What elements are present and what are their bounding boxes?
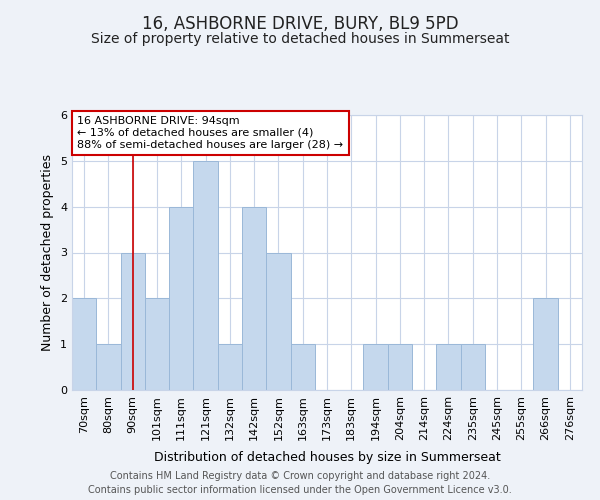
Text: Contains HM Land Registry data © Crown copyright and database right 2024.
Contai: Contains HM Land Registry data © Crown c…	[88, 471, 512, 495]
Bar	[436, 344, 461, 390]
Y-axis label: Number of detached properties: Number of detached properties	[41, 154, 55, 351]
Bar	[218, 344, 242, 390]
Bar	[461, 344, 485, 390]
Bar	[364, 344, 388, 390]
Bar	[121, 252, 145, 390]
Bar	[193, 161, 218, 390]
Text: 16 ASHBORNE DRIVE: 94sqm
← 13% of detached houses are smaller (4)
88% of semi-de: 16 ASHBORNE DRIVE: 94sqm ← 13% of detach…	[77, 116, 343, 150]
Bar	[169, 206, 193, 390]
Bar	[72, 298, 96, 390]
Bar	[388, 344, 412, 390]
Text: Size of property relative to detached houses in Summerseat: Size of property relative to detached ho…	[91, 32, 509, 46]
Bar	[96, 344, 121, 390]
Bar	[290, 344, 315, 390]
X-axis label: Distribution of detached houses by size in Summerseat: Distribution of detached houses by size …	[154, 451, 500, 464]
Bar	[266, 252, 290, 390]
Bar	[533, 298, 558, 390]
Text: 16, ASHBORNE DRIVE, BURY, BL9 5PD: 16, ASHBORNE DRIVE, BURY, BL9 5PD	[142, 15, 458, 33]
Bar	[145, 298, 169, 390]
Bar	[242, 206, 266, 390]
